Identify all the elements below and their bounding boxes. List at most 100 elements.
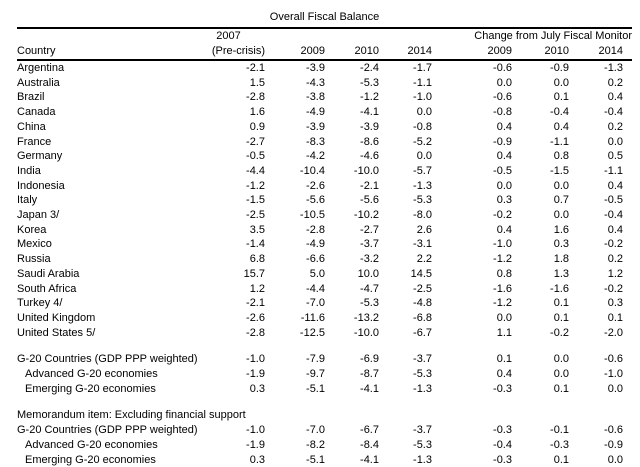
country-cell: Italy: [17, 194, 38, 207]
value-cell: -0.3: [493, 382, 512, 395]
value-cell: -5.3: [360, 297, 379, 310]
value-cell: -1.9: [246, 368, 265, 381]
value-cell: -1.0: [246, 353, 265, 366]
value-cell: -2.1: [246, 62, 265, 74]
table-row: Germany -0.5 -4.2 -4.6 0.0 0.4 0.8 0.5: [17, 149, 632, 164]
value-cell: -3.7: [360, 238, 379, 251]
value-cell: -2.8: [306, 223, 325, 236]
value-cell: -5.1: [306, 453, 325, 466]
value-cell: -8.0: [413, 209, 432, 222]
value-cell: -1.3: [413, 382, 432, 395]
header-spacer: [17, 29, 192, 44]
country-cell: Turkey 4/: [17, 297, 63, 310]
header-spacer: [265, 29, 325, 44]
table-row: G-20 Countries (GDP PPP weighted) -1.0 -7.…: [17, 352, 632, 367]
value-cell: -0.4: [604, 209, 623, 222]
value-cell: -0.3: [493, 424, 512, 437]
value-cell: 1.2: [607, 267, 623, 280]
header-spacer: [325, 29, 379, 44]
value-cell: -0.2: [604, 238, 623, 251]
value-cell: -4.6: [360, 150, 379, 163]
value-cell: 0.1: [553, 297, 569, 310]
value-cell: -0.9: [604, 438, 623, 451]
value-cell: -0.5: [493, 164, 512, 177]
value-cell: -5.7: [413, 164, 432, 177]
table-row: Turkey 4/ -2.1 -7.0 -5.3 -4.8 -1.2 0.1 0.3: [17, 296, 632, 311]
value-cell: -1.5: [550, 164, 569, 177]
country-cell: United States 5/: [17, 326, 96, 339]
header-country: Country: [17, 44, 192, 61]
value-cell: -0.6: [493, 91, 512, 104]
table-row: Canada 1.6 -4.9 -4.1 0.0 -0.8 -0.4 -0.4: [17, 105, 632, 120]
value-cell: 6.8: [249, 253, 265, 266]
value-cell: 0.2: [607, 120, 623, 133]
value-cell: -2.4: [360, 62, 379, 74]
value-cell: 0.0: [553, 179, 569, 192]
value-cell: -0.8: [413, 120, 432, 133]
value-cell: -1.0: [604, 368, 623, 381]
value-cell: -1.4: [246, 238, 265, 251]
value-cell: 0.1: [553, 311, 569, 324]
value-cell: -8.4: [360, 438, 379, 451]
value-cell: -8.6: [360, 135, 379, 148]
value-cell: -3.7: [413, 424, 432, 437]
table-row: China 0.9 -3.9 -3.9 -0.8 0.4 0.4 0.2: [17, 120, 632, 135]
value-cell: -0.6: [493, 62, 512, 74]
value-cell: 1.6: [249, 106, 265, 119]
table-row: Indonesia -1.2 -2.6 -2.1 -1.3 0.0 0.0 0.4: [17, 179, 632, 194]
value-cell: -0.9: [493, 135, 512, 148]
value-cell: -10.2: [353, 209, 379, 222]
country-cell: Emerging G-20 economies: [25, 453, 156, 466]
value-cell: -4.2: [306, 150, 325, 163]
value-cell: -1.3: [604, 62, 623, 74]
fiscal-balance-report: Overall Fiscal Balance 2007 Change from …: [17, 8, 632, 467]
value-cell: 15.7: [243, 267, 265, 280]
country-cell: Advanced G-20 economies: [25, 438, 158, 451]
value-cell: 0.2: [607, 76, 623, 89]
value-cell: -8.2: [306, 438, 325, 451]
value-cell: 0.3: [249, 382, 265, 395]
table-row: Emerging G-20 economies 0.3 -5.1 -4.1 -1.3 -0…: [17, 453, 632, 467]
value-cell: -3.8: [306, 91, 325, 104]
value-cell: -1.1: [550, 135, 569, 148]
country-cell: Russia: [17, 253, 51, 266]
value-cell: 0.2: [607, 253, 623, 266]
spacer-row: [17, 340, 632, 352]
value-cell: 0.3: [496, 194, 512, 207]
value-cell: -2.0: [604, 326, 623, 339]
header-change-2014: 2014: [569, 44, 632, 61]
value-cell: -1.1: [413, 76, 432, 89]
value-cell: -6.7: [360, 424, 379, 437]
value-cell: 0.9: [249, 120, 265, 133]
value-cell: 0.1: [607, 311, 623, 324]
header-year-2014: 2014: [379, 44, 432, 61]
value-cell: -1.0: [493, 238, 512, 251]
value-cell: -3.9: [360, 120, 379, 133]
country-cell: Indonesia: [17, 179, 65, 192]
header-change-2009: 2009: [432, 44, 512, 61]
header-row-group: 2007 Change from July Fiscal Monitor: [17, 29, 632, 44]
value-cell: -4.1: [360, 106, 379, 119]
fiscal-balance-table: 2007 Change from July Fiscal Monitor Cou…: [17, 29, 632, 467]
value-cell: 0.1: [553, 453, 569, 466]
table-row: France -2.7 -8.3 -8.6 -5.2 -0.9 -1.1 0.0: [17, 135, 632, 150]
value-cell: -0.2: [550, 326, 569, 339]
value-cell: 1.2: [249, 282, 265, 295]
value-cell: 0.4: [607, 223, 623, 236]
value-cell: -4.7: [360, 282, 379, 295]
value-cell: -1.2: [360, 91, 379, 104]
value-cell: -6.7: [413, 326, 432, 339]
value-cell: -2.7: [360, 223, 379, 236]
table-row: South Africa 1.2 -4.4 -4.7 -2.5 -1.6 -1.6 -0.2: [17, 282, 632, 297]
header-spacer: [379, 29, 432, 44]
table-row: United States 5/ -2.8 -12.5 -10.0 -6.7 1.1 -0.…: [17, 326, 632, 341]
value-cell: -1.3: [413, 179, 432, 192]
value-cell: -2.8: [246, 326, 265, 339]
value-cell: -0.6: [604, 424, 623, 437]
value-cell: 0.0: [416, 150, 432, 163]
table-row: Argentina -2.1 -3.9 -2.4 -1.7 -0.6 -0.9 -1.3: [17, 60, 632, 76]
value-cell: -7.0: [306, 424, 325, 437]
value-cell: -1.3: [413, 453, 432, 466]
value-cell: -3.9: [306, 62, 325, 74]
value-cell: 2.6: [416, 223, 432, 236]
